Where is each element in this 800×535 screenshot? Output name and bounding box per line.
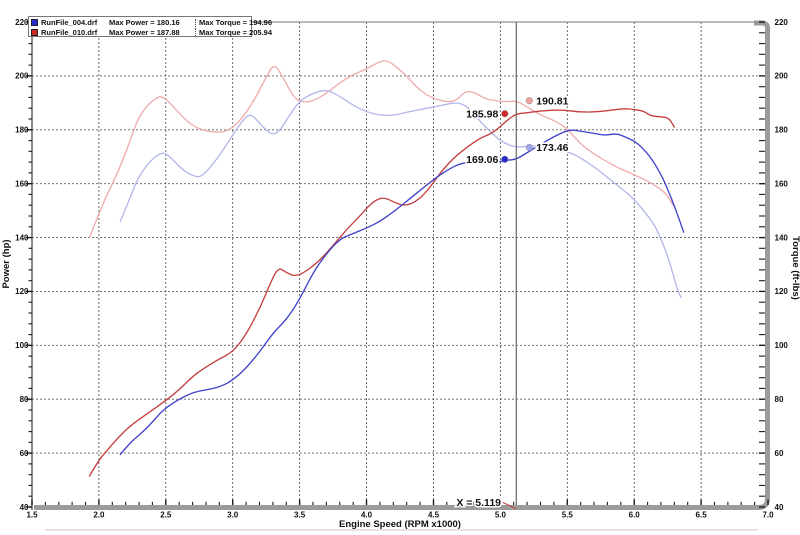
x-tick-label: 6.5 [696,511,708,520]
y-tick-label-left: 140 [15,233,29,242]
y-tick-label-right: 40 [775,503,784,512]
power-axis-title: Power (hp) [1,239,12,288]
run-color-swatch [31,19,38,27]
cursor-marker-label-torque_004: 173.46 [536,142,568,154]
x-axis-title: Engine Speed (RPM x1000) [339,519,461,530]
cursor-marker-label-power_004: 169.06 [466,154,498,166]
y-tick-label-left: 120 [15,287,29,296]
cursor-marker-dot-torque_004 [525,143,533,151]
y-tick-label-left: 220 [15,18,29,27]
legend-divider [195,18,196,27]
x-tick-label: 2.0 [93,511,105,520]
y-tick-label-right: 60 [775,449,784,458]
cursor-marker-label-torque_010: 190.81 [536,95,568,107]
torque-axis-title: Torque (ft-lbs) [790,236,800,300]
y-tick-label-left: 80 [20,395,29,404]
cursor-marker-dot-power_010 [501,110,509,118]
x-tick-label: 6.0 [629,511,641,520]
series-curve-torque_010 [88,60,674,239]
y-tick-label-left: 160 [15,180,29,189]
max-power-label: Max Power = 180.16 [109,18,180,28]
cursor-x-pointer [502,502,517,509]
run-file-name: RunFile_010.drf [41,27,98,37]
y-tick-label-right: 220 [775,18,789,27]
y-tick-label-left: 200 [15,72,29,81]
x-tick-label: 5.5 [562,511,574,520]
x-tick-label: 5.0 [495,511,507,520]
series-curve-power_004 [119,129,685,456]
y-tick-label-right: 200 [775,72,789,81]
run-color-swatch [31,28,38,36]
cursor-marker-dot-torque_010 [525,97,533,105]
legend-divider [195,28,196,37]
series-curve-torque_004 [119,89,682,299]
run-file-name: RunFile_004.drf [41,18,98,28]
x-tick-label: 7.0 [762,511,774,520]
max-torque-label: Max Torque = 194.96 [199,18,273,28]
y-tick-label-left: 180 [15,126,29,135]
x-tick-label: 2.5 [160,511,172,520]
cursor-x-label: X = 5.119 [456,497,501,509]
y-tick-label-right: 100 [775,341,789,350]
x-tick-label: 3.5 [294,511,306,520]
y-tick-label-left: 40 [20,503,29,512]
x-tick-label: 1.5 [26,511,38,520]
y-tick-label-right: 160 [775,180,789,189]
legend-row-RunFile_004.drf[interactable]: RunFile_004.drf Max Power = 180.16 Max Tor… [31,18,272,28]
legend-row-RunFile_010.drf[interactable]: RunFile_010.drf Max Power = 187.88 Max Tor… [31,27,272,38]
run-legend: RunFile_004.drf Max Power = 180.16 Max Tor… [28,16,272,38]
y-tick-label-right: 120 [775,287,789,296]
x-tick-label: 4.0 [361,511,373,520]
series-curve-power_010 [88,108,675,477]
x-tick-label: 4.5 [428,511,440,520]
plot-area [32,22,768,507]
max-power-label: Max Power = 187.88 [109,27,180,37]
y-tick-label-left: 60 [20,449,29,458]
cursor-marker-label-power_010: 185.98 [466,108,498,120]
x-tick-label: 3.0 [227,511,239,520]
y-tick-label-right: 180 [775,126,789,135]
max-torque-label: Max Torque = 205.94 [199,27,273,37]
cursor-marker-dot-power_004 [501,155,509,163]
y-tick-label-right: 80 [775,395,784,404]
y-tick-label-left: 100 [15,341,29,350]
y-tick-label-right: 140 [775,233,789,242]
